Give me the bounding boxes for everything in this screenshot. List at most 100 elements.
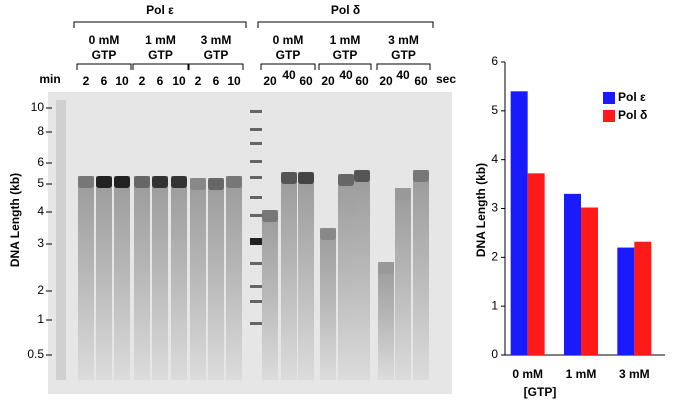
ladder-band xyxy=(250,128,262,131)
lane-band xyxy=(320,228,336,240)
bracket xyxy=(188,63,244,70)
group-sub: GTP xyxy=(333,48,358,62)
lane-smear xyxy=(226,176,242,380)
lane-band xyxy=(354,170,370,182)
lane-smear xyxy=(320,228,336,380)
ladder-band xyxy=(250,160,262,163)
lane-label: 40 xyxy=(396,68,410,82)
lane-smear xyxy=(134,176,150,380)
ladder-band xyxy=(250,262,262,265)
bracket xyxy=(318,63,372,70)
bar xyxy=(564,193,581,355)
lane-label: 6 xyxy=(213,74,220,88)
lane-label: 6 xyxy=(157,74,164,88)
lane-smear xyxy=(78,176,94,380)
bar xyxy=(617,247,635,355)
lane-band xyxy=(96,176,112,188)
bracket xyxy=(376,63,431,70)
ladder-band xyxy=(250,214,262,217)
ladder-band xyxy=(250,110,262,113)
lane-smear xyxy=(114,176,130,380)
lane-band xyxy=(208,178,224,190)
time-unit: min xyxy=(39,72,60,86)
size-marker-label: 5 xyxy=(37,176,44,190)
bracket xyxy=(257,21,434,28)
lane-smear xyxy=(413,170,429,380)
legend-label: Pol ε xyxy=(618,90,646,104)
bracket xyxy=(73,21,247,28)
lane-band xyxy=(171,176,187,188)
lane-smear xyxy=(171,176,187,380)
legend-swatch xyxy=(603,110,615,122)
ladder-band xyxy=(250,196,262,199)
legend-swatch xyxy=(603,92,615,104)
lane-label: 6 xyxy=(101,74,108,88)
lane-label: 10 xyxy=(227,74,241,88)
lane-smear xyxy=(338,174,354,380)
y-tick-label: 2 xyxy=(491,250,498,264)
group-label: 3 mM xyxy=(201,33,232,47)
lane-band xyxy=(190,178,206,190)
y-tick-label: 0 xyxy=(491,347,498,361)
lane-smear xyxy=(378,262,394,380)
lane-band xyxy=(378,262,394,274)
lane-smear xyxy=(354,170,370,380)
bracket xyxy=(260,63,316,70)
y-tick-label: 5 xyxy=(491,103,498,117)
lane-label: 60 xyxy=(355,74,369,88)
size-marker-label: 3 xyxy=(37,236,44,250)
group-sub: GTP xyxy=(276,48,301,62)
size-marker-label: 8 xyxy=(37,124,44,138)
lane-smear xyxy=(190,178,206,380)
group-sub: GTP xyxy=(92,48,117,62)
y-tick-label: 4 xyxy=(491,152,498,166)
bar xyxy=(581,207,598,355)
panel-title: Pol δ xyxy=(331,3,360,17)
size-marker-label: 2 xyxy=(37,283,44,297)
bracket xyxy=(76,63,132,70)
lane-band xyxy=(152,176,168,188)
y-tick-label: 6 xyxy=(491,54,498,68)
group-label: 3 mM xyxy=(388,33,419,47)
size-marker-label: 4 xyxy=(37,204,44,218)
group-label: 0 mM xyxy=(273,33,304,47)
bar xyxy=(510,91,528,356)
lane-band xyxy=(226,176,242,188)
lane-label: 40 xyxy=(282,68,296,82)
lane-band xyxy=(281,172,297,184)
lane-label: 40 xyxy=(339,68,353,82)
bar xyxy=(634,241,652,355)
lane-label: 20 xyxy=(263,74,277,88)
ladder-band xyxy=(250,285,262,288)
lane-smear xyxy=(298,172,314,380)
size-marker-label: 1 xyxy=(37,312,44,326)
lane-band xyxy=(338,174,354,186)
lane-label: 10 xyxy=(115,74,129,88)
lane-label: 20 xyxy=(321,74,335,88)
lane-band xyxy=(262,210,278,222)
x-tick-label: 1 mM xyxy=(566,367,597,381)
lane-smear xyxy=(395,188,411,380)
group-sub: GTP xyxy=(148,48,173,62)
lane-band xyxy=(395,188,411,200)
lane-label: 2 xyxy=(195,74,202,88)
size-marker-label: 0.5 xyxy=(27,347,44,361)
lane-label: 10 xyxy=(172,74,186,88)
lane-smear xyxy=(262,210,278,380)
ladder-band xyxy=(56,100,66,380)
x-tick-label: 0 mM xyxy=(512,367,543,381)
x-tick-label: 3 mM xyxy=(619,367,650,381)
bracket xyxy=(132,63,189,70)
gel-y-label: DNA Length (kb) xyxy=(8,173,22,267)
y-axis-label: DNA Length (kb) xyxy=(474,163,488,257)
ladder-band xyxy=(250,322,262,325)
lane-band xyxy=(114,176,130,188)
group-label: 1 mM xyxy=(145,33,176,47)
panel-title: Pol ε xyxy=(146,3,174,17)
lane-label: 20 xyxy=(379,74,393,88)
y-tick-label: 3 xyxy=(491,201,498,215)
ladder-band xyxy=(250,238,262,245)
ladder-band xyxy=(250,300,262,303)
ladder-band xyxy=(250,176,262,179)
